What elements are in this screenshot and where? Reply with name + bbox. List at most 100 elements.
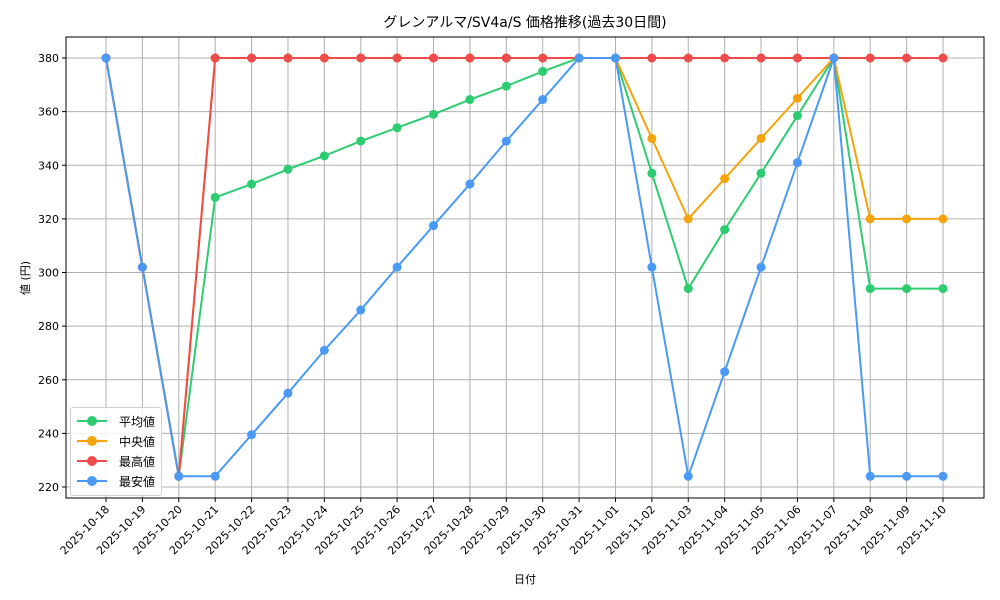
data-point (683, 214, 693, 224)
legend: 平均値 中央値 最高値 最安値 (70, 407, 162, 496)
data-point (938, 284, 948, 294)
data-point (356, 53, 366, 63)
data-point (792, 53, 802, 63)
data-point (647, 168, 657, 178)
data-point (137, 262, 147, 272)
data-point (465, 179, 475, 189)
data-point (938, 471, 948, 481)
series-line (101, 53, 948, 481)
data-point (283, 53, 293, 63)
data-point (756, 133, 766, 143)
data-point (210, 471, 220, 481)
data-point (902, 471, 912, 481)
series-line (101, 53, 948, 481)
data-point (356, 136, 366, 146)
data-point (683, 471, 693, 481)
data-point (538, 53, 548, 63)
data-point (720, 174, 730, 184)
data-point (865, 284, 875, 294)
legend-marker-icon (77, 451, 109, 471)
series-line (101, 53, 948, 481)
data-point (865, 214, 875, 224)
axes-frame (65, 36, 985, 499)
legend-item-min: 最安値 (77, 471, 155, 491)
data-point (720, 367, 730, 377)
data-point (429, 221, 439, 231)
data-point (756, 53, 766, 63)
data-point (938, 53, 948, 63)
chart-title: グレンアルマ/SV4a/S 価格推移(過去30日間) (383, 15, 667, 31)
data-point (647, 53, 657, 63)
data-point (319, 151, 329, 161)
y-tick-label: 380 (38, 52, 59, 65)
y-axis-label: 値 (円) (19, 260, 33, 296)
y-axis-ticks: 220 240 260 280 300 320 340 360 380 (38, 52, 66, 494)
data-point (429, 109, 439, 119)
data-point (647, 133, 657, 143)
data-point (283, 164, 293, 174)
legend-marker-icon (77, 431, 109, 451)
data-point (756, 168, 766, 178)
legend-item-max: 最高値 (77, 451, 155, 471)
data-point (392, 123, 402, 133)
data-point (720, 53, 730, 63)
data-point (247, 430, 257, 440)
data-point (174, 471, 184, 481)
x-axis-label: 日付 (514, 573, 536, 586)
legend-label: 最安値 (119, 474, 156, 489)
data-point (465, 53, 475, 63)
data-point (319, 345, 329, 355)
data-point (683, 284, 693, 294)
data-point (429, 53, 439, 63)
data-point (247, 179, 257, 189)
data-point (574, 53, 584, 63)
data-point (683, 53, 693, 63)
data-point (865, 53, 875, 63)
data-point (283, 388, 293, 398)
data-point (829, 53, 839, 63)
data-point (465, 95, 475, 105)
data-point (501, 136, 511, 146)
data-point (610, 53, 620, 63)
data-point (210, 53, 220, 63)
legend-label: 平均値 (119, 414, 156, 429)
data-point (501, 81, 511, 91)
data-series (101, 53, 948, 481)
series-line (101, 53, 948, 481)
y-tick-label: 320 (38, 213, 59, 226)
data-point (792, 111, 802, 121)
data-point (647, 262, 657, 272)
legend-item-median: 中央値 (77, 431, 155, 451)
data-point (392, 262, 402, 272)
y-tick-label: 360 (38, 106, 59, 119)
data-point (756, 262, 766, 272)
legend-item-average: 平均値 (77, 411, 155, 431)
grid-lines (66, 37, 984, 498)
y-tick-label: 280 (38, 320, 59, 333)
x-axis-ticks: 2025-10-182025-10-192025-10-202025-10-21… (58, 498, 949, 557)
data-point (538, 66, 548, 76)
data-point (865, 471, 875, 481)
data-point (902, 53, 912, 63)
y-tick-label: 260 (38, 374, 59, 387)
y-tick-label: 240 (38, 427, 59, 440)
data-point (247, 53, 257, 63)
data-point (210, 192, 220, 202)
data-point (792, 158, 802, 168)
y-tick-label: 340 (38, 159, 59, 172)
data-point (902, 214, 912, 224)
data-point (356, 305, 366, 315)
data-point (538, 95, 548, 105)
legend-label: 最高値 (119, 454, 156, 469)
data-point (792, 93, 802, 103)
data-point (720, 225, 730, 235)
data-point (938, 214, 948, 224)
legend-label: 中央値 (119, 434, 156, 449)
y-tick-label: 220 (38, 481, 59, 494)
legend-marker-icon (77, 471, 109, 491)
data-point (902, 284, 912, 294)
data-point (319, 53, 329, 63)
data-point (101, 53, 111, 63)
data-point (392, 53, 402, 63)
